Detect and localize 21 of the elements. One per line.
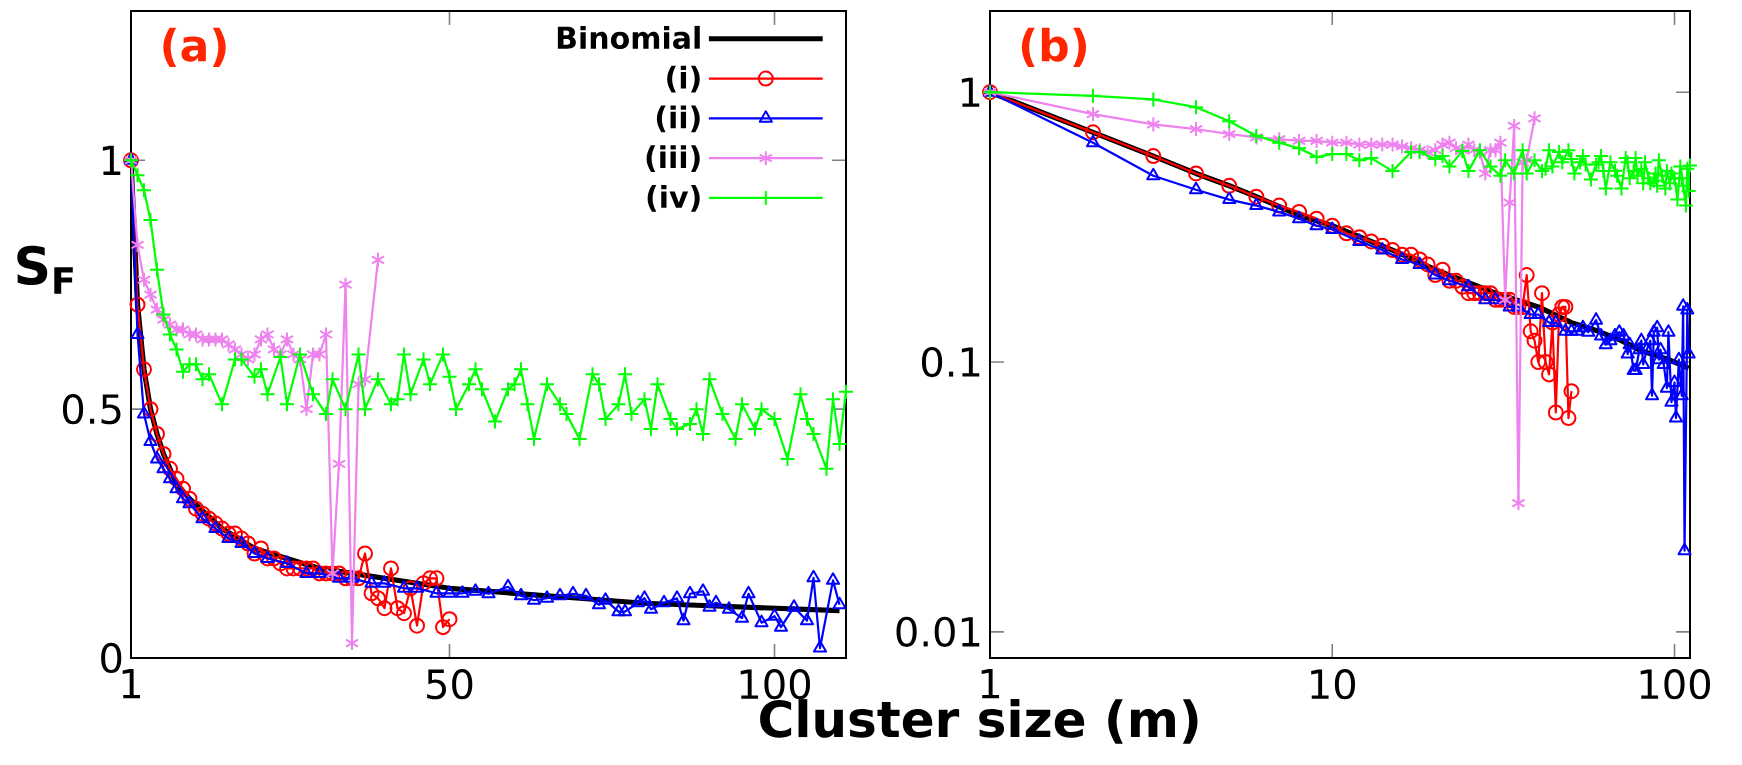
legend-label: (ii) <box>656 105 700 133</box>
x-tick-label: 1 <box>122 669 141 699</box>
legend-label: (i) <box>667 65 700 93</box>
x-axis-title: Cluster size (m) <box>760 699 1198 744</box>
y-tick-label: 1 <box>102 145 121 175</box>
y-tick-label: 0.5 <box>62 394 121 425</box>
x-tick-label: 100 <box>740 669 811 700</box>
y-tick-label: 1 <box>961 77 980 107</box>
legend-label: (iii) <box>646 145 700 172</box>
legend-label: Binomial <box>557 25 700 50</box>
y-tick-label: 0 <box>101 642 122 674</box>
y-axis-title: S$_{F}$ <box>17 245 73 294</box>
x-tick-label: 50 <box>427 669 473 700</box>
legend-label: (iv) <box>647 185 700 212</box>
x-tick-label: 100 <box>1640 669 1710 700</box>
y-tick-label: 0.1 <box>921 346 980 378</box>
x-tick-label: 1 <box>981 669 1000 699</box>
chart-title: (b) <box>1021 27 1087 68</box>
chart-title: (a) <box>163 27 226 67</box>
x-tick-label: 10 <box>1311 669 1356 700</box>
y-tick-label: 0.01 <box>896 616 980 647</box>
